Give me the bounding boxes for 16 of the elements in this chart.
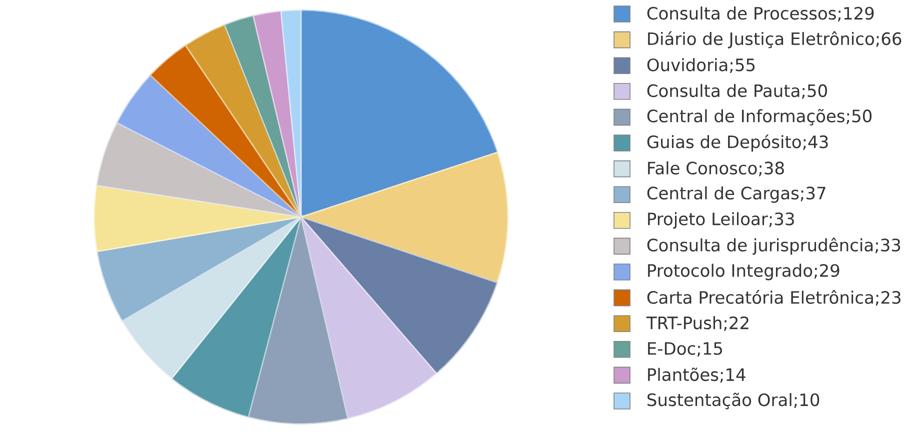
legend-label: Carta Precatória Eletrônica;23	[647, 290, 900, 306]
legend-label: Fale Conosco;38	[648, 161, 784, 176]
legend-label: Ouvidoria;55	[647, 58, 755, 74]
legend-label: Guias de Depósito;43	[647, 134, 828, 152]
legend-label: Protocolo Integrado;29	[648, 264, 840, 280]
legend-label: Central de Cargas;37	[647, 186, 826, 203]
legend-label: Plantões;14	[648, 368, 746, 383]
legend-label: Projeto Leiloar;33	[648, 212, 794, 229]
legend-label: Consulta de jurisprudência;33	[647, 238, 900, 255]
legend-label: Diário de Justiça Eletrônico;66	[648, 31, 902, 48]
legend-label: Consulta de Processos;129	[647, 6, 874, 22]
legend-label: Consulta de Pauta;50	[647, 84, 827, 99]
legend-label: TRT-Push;22	[646, 316, 748, 332]
legend-label: E-Doc;15	[648, 342, 722, 357]
legend-label: Central de Informações;50	[647, 108, 872, 126]
legend-label: Sustentação Oral;10	[648, 392, 820, 410]
